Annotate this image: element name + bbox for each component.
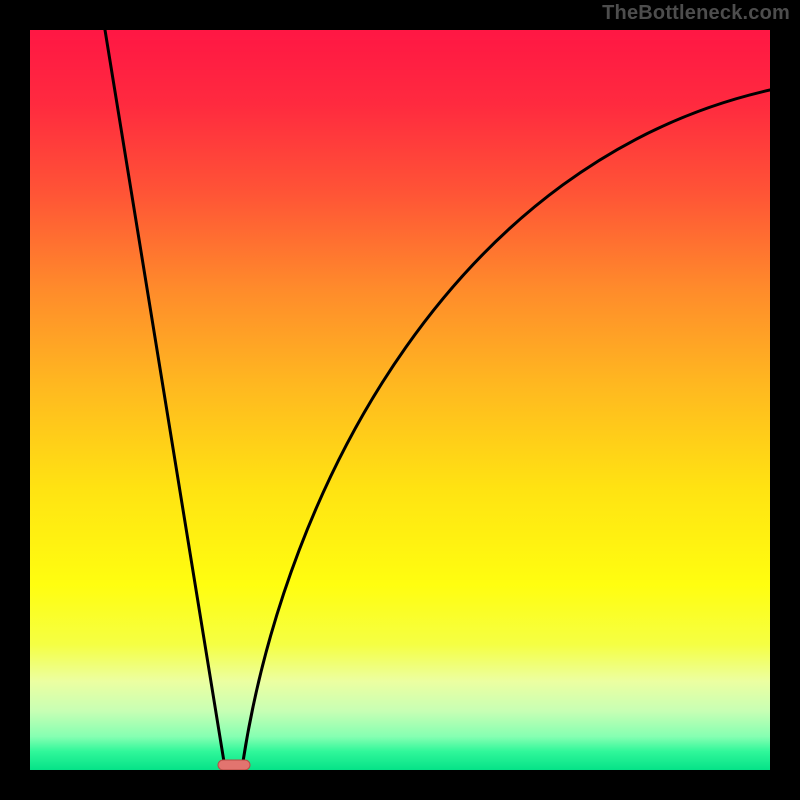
plot-svg [30,30,770,770]
watermark-text: TheBottleneck.com [602,2,790,25]
plot-area [30,30,770,770]
bottleneck-marker [218,760,250,770]
chart-frame: TheBottleneck.com [0,0,800,800]
gradient-background [30,30,770,770]
